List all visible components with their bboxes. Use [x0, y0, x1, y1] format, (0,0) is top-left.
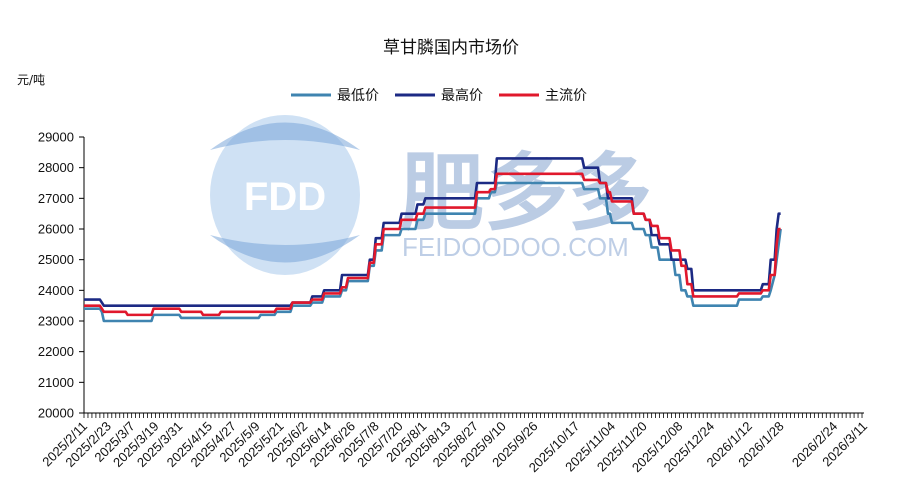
y-tick-label: 25000	[38, 252, 74, 267]
watermark-logo-bottom	[210, 235, 360, 263]
series-line-2	[84, 157, 781, 307]
y-axis: 29000 28000 27000 26000 25000 24000 23000 22000…	[38, 130, 85, 421]
y-tick-label: 24000	[38, 283, 74, 298]
legend-label-3: 主流价	[545, 88, 587, 104]
y-tick-label: 21000	[38, 375, 74, 390]
series-line-1	[84, 181, 782, 323]
y-tick-label: 20000	[38, 406, 74, 421]
y-tick-label: 29000	[38, 130, 74, 145]
watermark-url-text: FEIDOODOO.COM	[402, 232, 629, 262]
watermark-logo-shape	[210, 115, 360, 275]
legend-label-2: 最高价	[441, 87, 483, 104]
series-line-3	[84, 172, 781, 317]
y-tick-label: 28000	[38, 160, 74, 175]
y-tick-label: 26000	[38, 222, 74, 237]
legend-label-1: 最低价	[337, 88, 379, 104]
x-axis: 2025/2/112025/2/232025/3/72025/3/192025/…	[39, 412, 870, 475]
unit-label: 元/吨	[17, 73, 45, 87]
watermark-logo-text: FDD	[244, 175, 326, 219]
y-tick-label: 27000	[38, 191, 74, 206]
chart-title: 草甘膦国内市场价	[383, 38, 519, 58]
watermark-logo-top	[210, 122, 360, 150]
legend: 最低价 最高价 主流价	[291, 87, 587, 104]
y-tick-label: 23000	[38, 314, 74, 329]
watermark: FDD 肥多多 FEIDOODOO.COM	[210, 115, 652, 275]
plot-lines	[84, 157, 782, 323]
y-tick-label: 22000	[38, 344, 74, 359]
